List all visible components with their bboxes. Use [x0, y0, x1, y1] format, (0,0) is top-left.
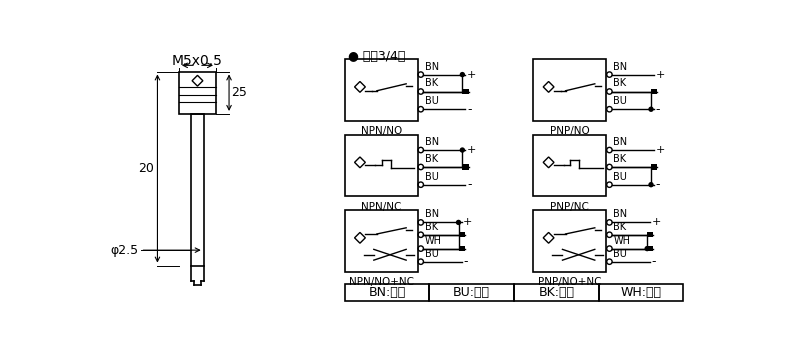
- Text: -: -: [463, 255, 468, 268]
- Text: -: -: [652, 255, 656, 268]
- Text: NPN/NO: NPN/NO: [361, 126, 402, 136]
- Text: BN: BN: [425, 137, 438, 147]
- Text: PNP/NC: PNP/NC: [550, 202, 590, 212]
- Text: WH: WH: [614, 235, 630, 246]
- Bar: [345, 135, 418, 196]
- Text: BU: BU: [425, 96, 438, 106]
- Text: BU: BU: [614, 96, 627, 106]
- Bar: [458, 246, 465, 251]
- Text: BK: BK: [425, 154, 438, 164]
- Bar: [514, 284, 598, 301]
- Text: +: +: [463, 218, 473, 227]
- Circle shape: [456, 220, 462, 225]
- Bar: [179, 71, 216, 114]
- Circle shape: [460, 147, 465, 153]
- Bar: [651, 89, 657, 94]
- Text: ● 直涁3/4线: ● 直涁3/4线: [349, 50, 406, 63]
- Circle shape: [648, 182, 654, 187]
- Text: -: -: [467, 103, 471, 116]
- Text: BN: BN: [614, 209, 627, 219]
- Text: 25: 25: [231, 86, 247, 99]
- Bar: [345, 284, 430, 301]
- Bar: [534, 135, 606, 196]
- Text: 20: 20: [138, 162, 154, 175]
- Bar: [598, 284, 683, 301]
- Text: BU: BU: [425, 172, 438, 182]
- Text: BK: BK: [614, 222, 626, 232]
- Text: BN: BN: [425, 62, 438, 71]
- Text: +: +: [652, 218, 661, 227]
- Text: φ2.5: φ2.5: [111, 244, 139, 257]
- Bar: [345, 59, 418, 121]
- Text: PNP/NO: PNP/NO: [550, 126, 590, 136]
- Bar: [647, 246, 654, 251]
- Circle shape: [645, 246, 650, 251]
- Text: BN:棕色: BN:棕色: [368, 286, 406, 299]
- Text: +: +: [467, 70, 476, 80]
- Text: BU: BU: [425, 249, 438, 259]
- Text: BN: BN: [614, 62, 627, 71]
- Text: BN: BN: [614, 137, 627, 147]
- Bar: [430, 284, 514, 301]
- Text: WH: WH: [425, 235, 442, 246]
- Text: BU: BU: [614, 172, 627, 182]
- Text: BK: BK: [614, 78, 626, 88]
- Bar: [534, 59, 606, 121]
- Text: BK: BK: [614, 154, 626, 164]
- Bar: [462, 164, 469, 170]
- Text: -: -: [467, 178, 471, 191]
- Text: +: +: [656, 145, 665, 155]
- Circle shape: [648, 107, 654, 112]
- Text: BK:黑色: BK:黑色: [538, 286, 574, 299]
- Bar: [647, 232, 654, 238]
- Text: -: -: [656, 178, 660, 191]
- Bar: [462, 89, 469, 94]
- Text: +: +: [656, 70, 665, 80]
- Text: +: +: [467, 145, 476, 155]
- Text: M5x0.5: M5x0.5: [172, 54, 223, 68]
- Text: BN: BN: [425, 209, 438, 219]
- Text: BK: BK: [425, 78, 438, 88]
- Bar: [345, 210, 418, 272]
- Bar: [651, 164, 657, 170]
- Text: PNP/NO+NC: PNP/NO+NC: [538, 277, 602, 287]
- Text: -: -: [656, 103, 660, 116]
- Text: BU:兰色: BU:兰色: [453, 286, 490, 299]
- Text: NPN/NO+NC: NPN/NO+NC: [349, 277, 414, 287]
- Bar: [191, 114, 204, 265]
- Circle shape: [460, 72, 465, 77]
- Text: WH:白色: WH:白色: [621, 286, 662, 299]
- Text: BK: BK: [425, 222, 438, 232]
- Bar: [534, 210, 606, 272]
- Text: BU: BU: [614, 249, 627, 259]
- Bar: [458, 232, 465, 238]
- Text: NPN/NC: NPN/NC: [361, 202, 402, 212]
